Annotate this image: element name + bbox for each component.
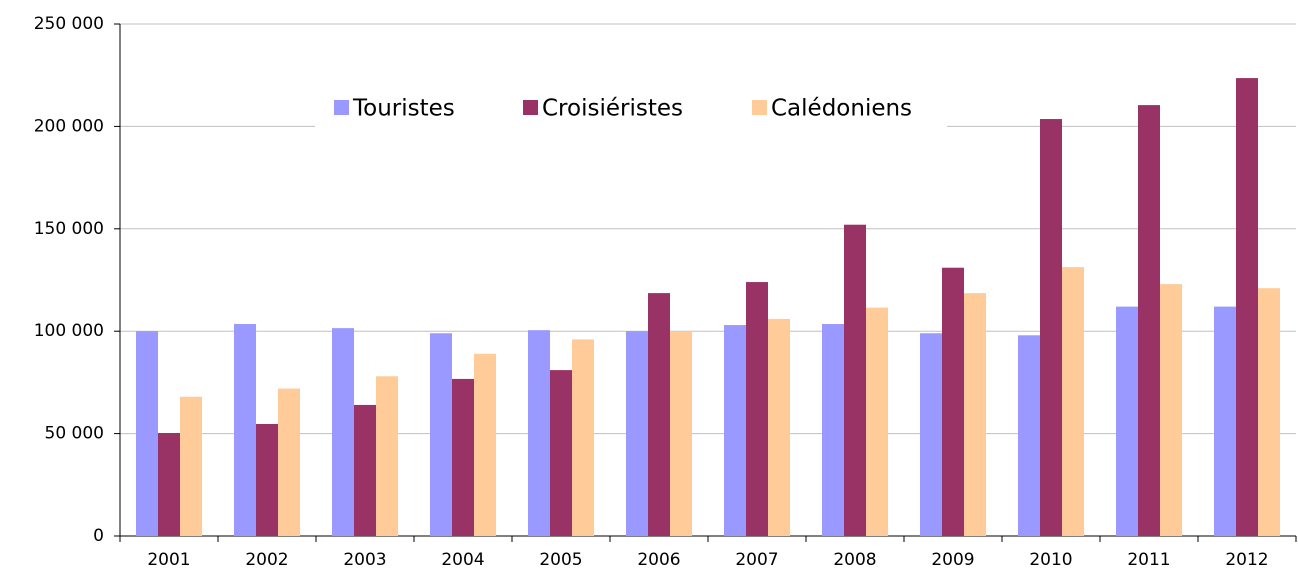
bar [746,282,768,536]
y-tick-label: 200 000 [34,116,104,136]
x-tick-label: 2007 [735,550,778,570]
legend-swatch [523,100,538,115]
y-tick-label: 50 000 [45,424,104,444]
legend-label: Calédoniens [771,96,912,122]
bar [550,370,572,536]
bar [942,267,964,536]
bar [1018,335,1040,536]
bar [822,324,844,536]
bar [724,325,746,536]
x-tick-label: 2008 [833,550,876,570]
legend-swatch [334,100,349,115]
bar [920,333,942,536]
bar [866,307,888,536]
bar [1116,306,1138,536]
bar [648,293,670,536]
bar [1214,306,1236,536]
x-tick-label: 2003 [343,550,386,570]
bar [1236,78,1258,536]
bar [278,388,300,536]
x-tick-label: 2009 [931,550,974,570]
x-tick-label: 2001 [147,550,190,570]
bar [452,378,474,536]
bar [572,339,594,536]
x-tick-label: 2004 [441,550,484,570]
x-tick-label: 2010 [1029,550,1072,570]
bar [256,423,278,536]
bar [474,353,496,536]
legend-label: Croisiéristes [542,96,683,122]
x-tick-label: 2006 [637,550,680,570]
bar [1138,105,1160,536]
x-tick-label: 2005 [539,550,582,570]
bar [158,432,180,536]
y-tick-label: 150 000 [34,219,104,239]
bar [844,224,866,537]
x-tick-label: 2002 [245,550,288,570]
bar [1062,267,1084,536]
bar [354,404,376,536]
bar [528,330,550,536]
bar [964,293,986,536]
bar [1258,288,1280,536]
bar [136,331,158,536]
bar [180,396,202,536]
bar [626,331,648,536]
legend-box [315,88,947,128]
legend-swatch [752,100,767,115]
y-tick-label: 250 000 [34,14,104,34]
bar [670,331,692,536]
bar [1040,119,1062,537]
bar [332,328,354,536]
bar [376,376,398,536]
bar [234,324,256,536]
legend-label: Touristes [352,96,455,122]
bar [1160,284,1182,536]
x-tick-label: 2011 [1127,550,1170,570]
bar [430,333,452,536]
x-tick-label: 2012 [1225,550,1268,570]
y-tick-label: 0 [93,526,104,546]
bar [768,318,790,536]
y-tick-label: 100 000 [34,321,104,341]
